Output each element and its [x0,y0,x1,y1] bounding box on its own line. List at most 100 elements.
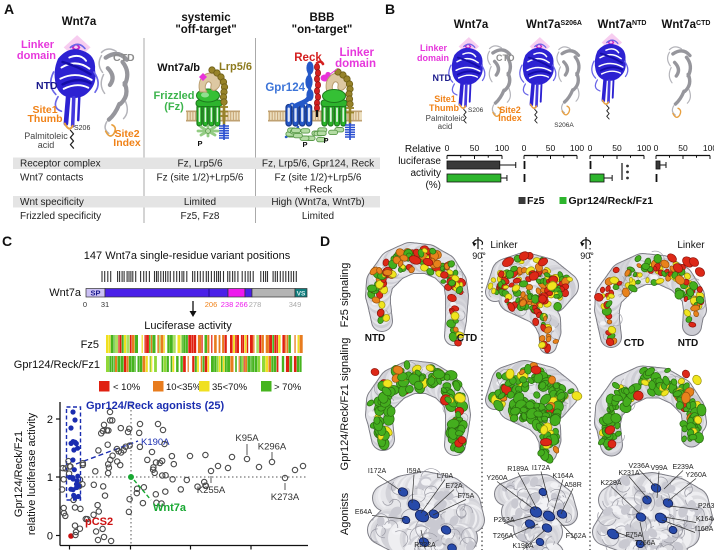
svg-text:Index: Index [498,113,522,123]
svg-text:Reck: Reck [294,52,322,64]
svg-text:< 10%: < 10% [113,382,141,393]
svg-text:Fz5: Fz5 [81,339,99,351]
svg-text:10<35%: 10<35% [166,382,202,393]
svg-text:acid: acid [38,140,55,150]
svg-text:K273A: K273A [271,492,300,503]
svg-text:Limited: Limited [184,197,216,208]
svg-text:349: 349 [289,300,302,309]
svg-text:T266A: T266A [493,533,514,540]
svg-text:S206: S206 [468,107,484,114]
svg-text:35<70%: 35<70% [212,382,248,393]
svg-text:"off-target": "off-target" [175,24,236,36]
svg-text:K190A: K190A [141,437,170,448]
svg-text:Gpr124/Reck/Fz1: Gpr124/Reck/Fz1 [14,359,100,371]
svg-text:Linker: Linker [339,47,374,59]
svg-text:Gpr124/Reck/Fz1 signaling: Gpr124/Reck/Fz1 signaling [339,338,351,471]
svg-text:BBB: BBB [310,12,335,24]
svg-text:50: 50 [470,143,480,153]
svg-text:2: 2 [47,414,53,426]
svg-text:1: 1 [47,472,53,484]
svg-text:CTD: CTD [624,338,645,349]
svg-text:E239A: E239A [672,464,693,471]
svg-text:0: 0 [83,300,87,309]
svg-text:systemic: systemic [181,12,231,24]
svg-text:E64A: E64A [355,509,372,516]
svg-text:V236A: V236A [628,463,649,470]
svg-text:50: 50 [612,143,622,153]
svg-text:C: C [2,233,12,249]
svg-text:Fz5, Fz8: Fz5, Fz8 [181,211,220,222]
svg-text:Fz, Lrp5/6: Fz, Lrp5/6 [177,159,222,170]
svg-text:Y260A: Y260A [685,472,706,479]
svg-text:domain: domain [335,58,376,70]
svg-text:CTD: CTD [113,52,135,64]
svg-text:K231A: K231A [618,470,639,477]
svg-text:50: 50 [678,143,688,153]
svg-text:domain: domain [417,53,449,63]
svg-text:CTD: CTD [457,333,478,344]
svg-text:K164A: K164A [696,516,714,523]
svg-text:V99A: V99A [650,465,667,472]
svg-text:R222A: R222A [414,542,436,549]
svg-text:Gpr124/Reck agonists (25): Gpr124/Reck agonists (25) [86,400,225,412]
svg-text:NTD: NTD [678,338,699,349]
svg-text:S206A: S206A [554,122,574,129]
svg-text:Linker: Linker [677,240,705,251]
svg-text:Index: Index [113,137,141,149]
svg-text:Lrp5/6: Lrp5/6 [219,61,252,73]
svg-text:R189A: R189A [507,466,529,473]
svg-text:Gpr124/Reck/Fz1: Gpr124/Reck/Fz1 [569,195,654,207]
svg-text:278: 278 [249,300,262,309]
svg-text:E72A: E72A [445,483,462,490]
svg-text:luciferase: luciferase [398,156,441,167]
svg-text:Palmitoleic: Palmitoleic [24,131,68,141]
svg-text:K229A: K229A [600,480,621,487]
svg-text:238: 238 [221,300,234,309]
svg-text:P: P [302,140,307,149]
svg-text:> 70%: > 70% [274,382,302,393]
svg-text:I59A: I59A [407,468,422,475]
svg-text:L70A: L70A [437,473,454,480]
svg-text:T266A: T266A [635,540,656,547]
svg-text:Fz5 signaling: Fz5 signaling [339,263,351,328]
svg-text:Wnt specificity: Wnt specificity [20,197,84,208]
svg-text:0: 0 [654,143,659,153]
svg-text:Site1: Site1 [32,104,57,116]
svg-text:NTD: NTD [365,333,386,344]
svg-text:100: 100 [495,143,509,153]
svg-text:31: 31 [101,300,109,309]
svg-text:NTD: NTD [36,80,58,92]
svg-text:Thumb: Thumb [28,113,63,125]
svg-text:Thumb: Thumb [429,103,459,113]
svg-text:Gpr124: Gpr124 [265,82,305,94]
svg-text:P263A: P263A [698,503,714,510]
svg-text:B: B [385,1,395,17]
svg-text:K296A: K296A [258,442,287,453]
svg-text:Wnt7a/b: Wnt7a/b [157,62,200,74]
svg-text:0: 0 [47,531,53,543]
svg-text:P263A: P263A [493,517,514,524]
svg-text:K95A: K95A [235,433,259,444]
svg-text:Wnt7 contacts: Wnt7 contacts [20,173,83,184]
svg-text:I160A: I160A [695,526,714,533]
svg-text:50: 50 [546,143,556,153]
svg-text:K190A: K190A [512,543,533,550]
svg-text:Wnt7a: Wnt7a [49,287,82,299]
svg-text:Agonists: Agonists [339,492,351,535]
svg-text:100: 100 [703,143,714,153]
svg-text:90°: 90° [580,251,594,261]
svg-text:Linker: Linker [21,39,55,51]
svg-text:F75A: F75A [626,532,643,539]
svg-text:Linker: Linker [490,240,518,251]
svg-text:100: 100 [637,143,651,153]
svg-text:Fz5: Fz5 [527,195,545,207]
svg-text:Limited: Limited [302,211,334,222]
svg-text:Fz, Lrp5/6, Gpr124, Reck: Fz, Lrp5/6, Gpr124, Reck [262,159,375,170]
svg-text:Linker: Linker [420,43,448,53]
svg-text:I172A: I172A [532,465,551,472]
svg-text:206: 206 [205,300,218,309]
svg-text:Y260A: Y260A [486,475,507,482]
svg-text:K255A: K255A [197,485,226,496]
svg-text:F75A: F75A [458,493,475,500]
svg-text:High (Wnt7a, Wnt7b): High (Wnt7a, Wnt7b) [271,197,364,208]
